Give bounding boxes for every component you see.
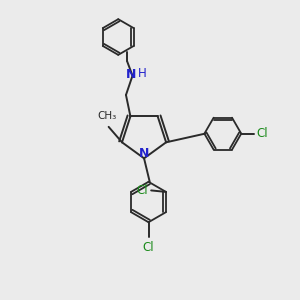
Text: H: H (138, 67, 146, 80)
Text: N: N (139, 147, 149, 160)
Text: CH₃: CH₃ (98, 112, 117, 122)
Text: Cl: Cl (256, 127, 268, 140)
Text: N: N (126, 68, 136, 81)
Text: Cl: Cl (143, 241, 154, 254)
Text: Cl: Cl (136, 184, 148, 197)
